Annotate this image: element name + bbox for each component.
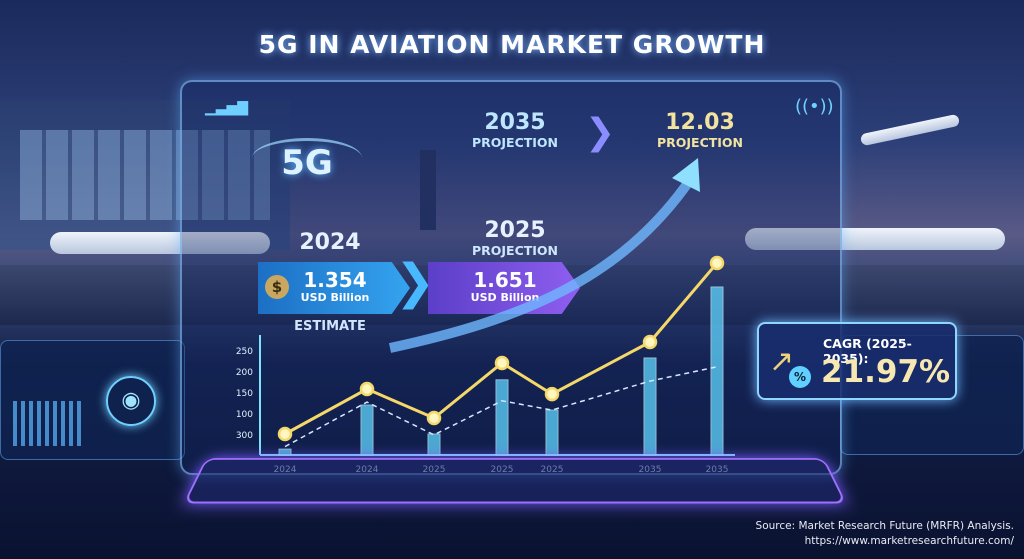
control-tower	[420, 150, 436, 230]
chart-bar	[278, 448, 292, 456]
hologram-base	[183, 458, 847, 504]
stat-2025-year: 2025 PROJECTION	[460, 220, 570, 258]
stat-2025-arrow	[428, 262, 580, 314]
value-2035: 12.03	[665, 110, 735, 135]
source-text: Source: Market Research Future (MRFR) An…	[755, 520, 1014, 532]
signal-bars-icon: ▁▃▅▇	[205, 100, 249, 116]
growth-arrow	[388, 177, 695, 353]
label-estimate: ESTIMATE	[294, 319, 366, 334]
cagr-value: 21.97%	[821, 354, 951, 390]
value-2024: 1.354	[303, 268, 367, 292]
wifi-icon-top: ((•))	[795, 96, 834, 117]
data-point	[642, 334, 658, 350]
dashed-series-line	[284, 366, 718, 448]
label-projection-2025: PROJECTION	[471, 243, 559, 258]
chevron-right-icon: ❯	[585, 112, 616, 153]
y-tick-label: 250	[236, 347, 253, 357]
chart-bar	[643, 357, 657, 456]
year-2035: 2035	[484, 110, 546, 135]
y-tick-label: 100	[236, 410, 253, 420]
cagr-label: CAGR (2025-2035):	[823, 336, 912, 366]
value-2025: 1.651	[473, 268, 537, 292]
5g-wings-logo: 5G	[252, 118, 362, 208]
growth-arrow-head	[672, 158, 700, 192]
label-projection-2: PROJECTION	[656, 135, 744, 150]
data-point	[426, 410, 442, 426]
percent-icon: %	[789, 366, 811, 388]
stat-2035-value: 12.03 PROJECTION	[640, 112, 760, 150]
data-point	[359, 381, 375, 397]
source-url[interactable]: https://www.marketresearchfuture.com/	[804, 535, 1014, 547]
chart-bar	[710, 286, 724, 456]
data-point	[277, 426, 293, 442]
y-tick-label: 200	[236, 368, 253, 378]
stat-2025: 1.651 USD Billion	[465, 270, 545, 303]
wifi-icon: ◉	[106, 376, 156, 426]
y-tick-label: 300	[236, 431, 253, 441]
y-tick-label: 150	[236, 389, 253, 399]
cagr-card: ↗ % CAGR (2025-2035): 21.97%	[757, 322, 957, 400]
label-projection: PROJECTION	[471, 135, 559, 150]
stat-2024: 1.354 USD Billion	[295, 270, 375, 303]
data-point	[709, 255, 725, 271]
data-point	[544, 386, 560, 402]
year-2025: 2025	[484, 218, 546, 243]
left-dashboard-screen: ◉	[0, 340, 185, 460]
unit-2024: USD Billion	[300, 291, 370, 304]
page-title: 5G IN AVIATION MARKET GROWTH	[258, 30, 766, 59]
chart-bar	[427, 433, 441, 456]
year-2024: 2024	[299, 230, 361, 255]
airport-terminal-background	[0, 100, 290, 250]
bar-graphic	[13, 401, 83, 446]
wings-icon	[252, 138, 362, 178]
unit-2025: USD Billion	[470, 291, 540, 304]
data-point	[494, 355, 510, 371]
airplane-right	[745, 228, 1005, 250]
chart-bar	[495, 379, 509, 456]
dollar-coin-icon: $	[265, 275, 289, 299]
chart-bar	[360, 404, 374, 456]
stat-2035-year: 2035 PROJECTION	[460, 112, 570, 150]
airplane-left	[50, 232, 270, 254]
chart-bar	[545, 409, 559, 456]
